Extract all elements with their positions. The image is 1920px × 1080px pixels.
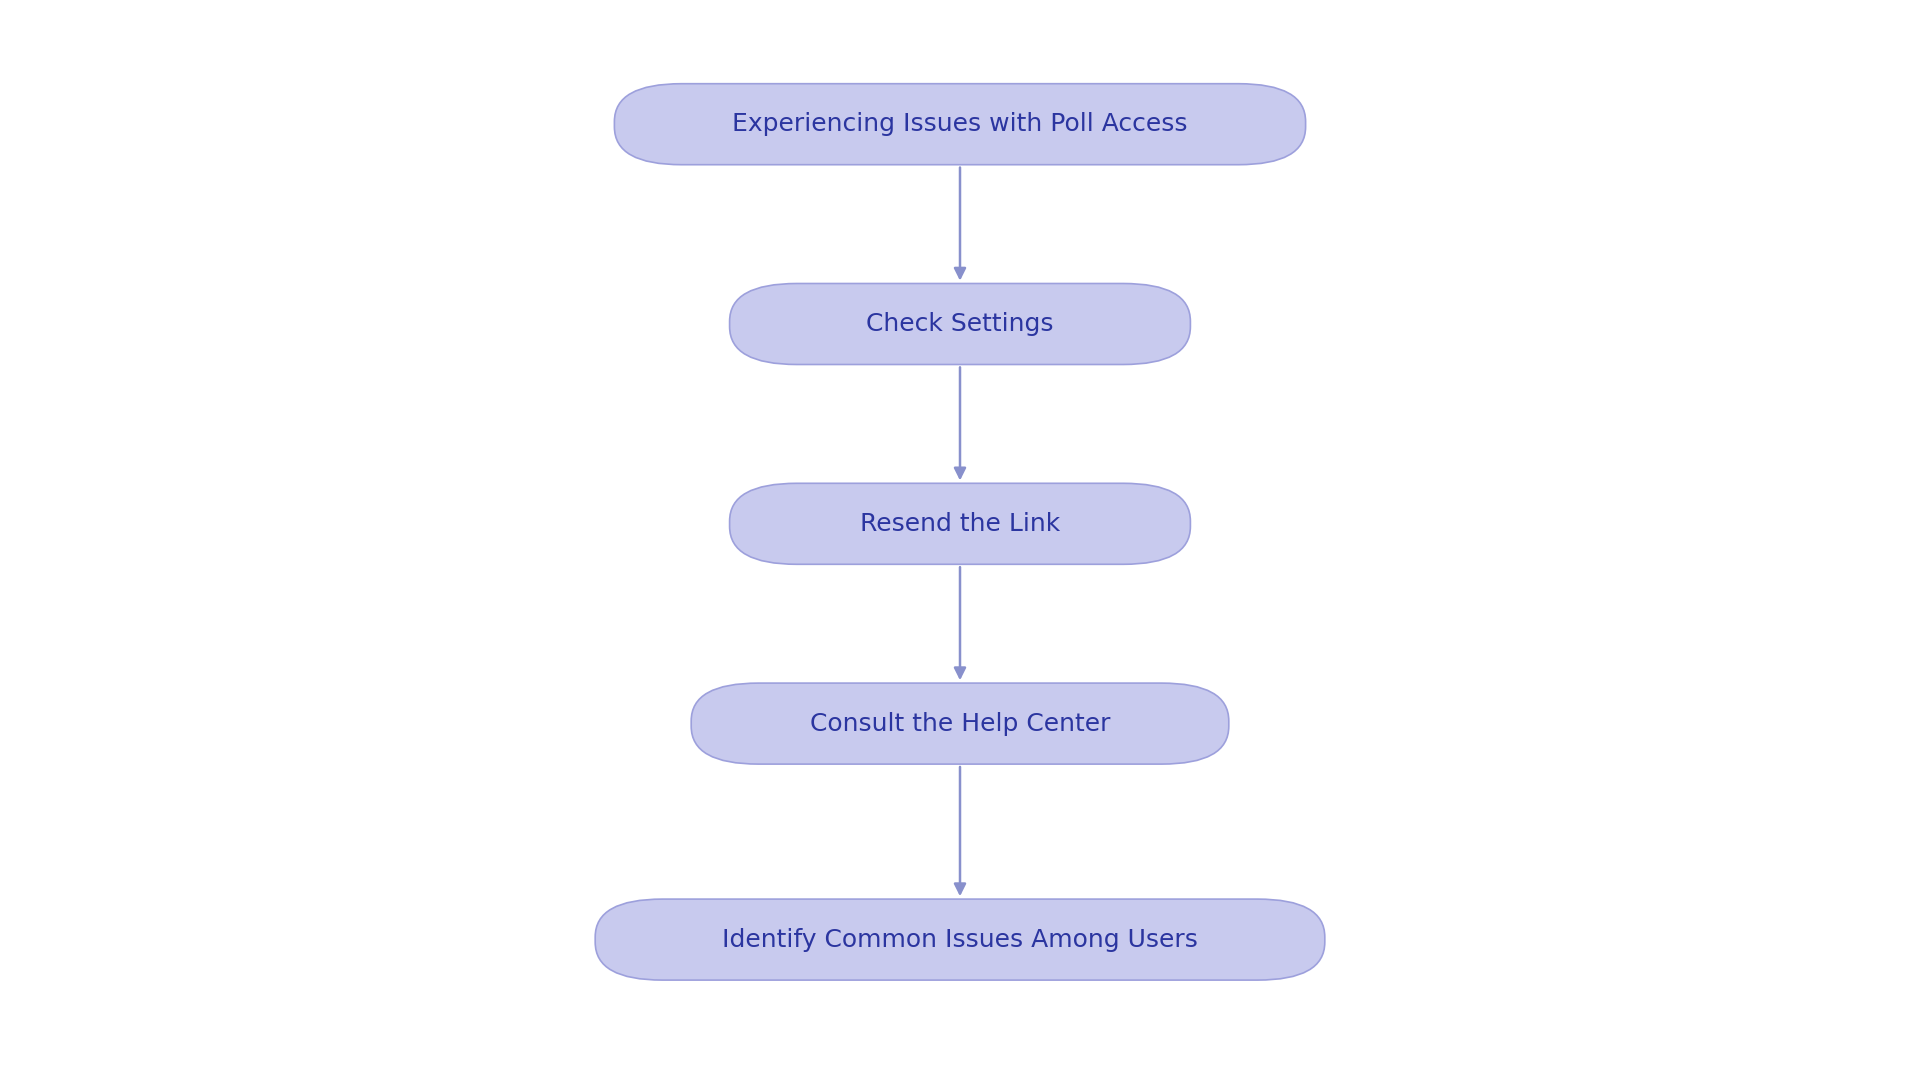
FancyBboxPatch shape — [730, 284, 1190, 365]
Text: Identify Common Issues Among Users: Identify Common Issues Among Users — [722, 928, 1198, 951]
Text: Consult the Help Center: Consult the Help Center — [810, 712, 1110, 735]
Text: Check Settings: Check Settings — [866, 312, 1054, 336]
FancyBboxPatch shape — [614, 84, 1306, 164]
Text: Experiencing Issues with Poll Access: Experiencing Issues with Poll Access — [732, 112, 1188, 136]
Text: Resend the Link: Resend the Link — [860, 512, 1060, 536]
FancyBboxPatch shape — [730, 483, 1190, 564]
FancyBboxPatch shape — [595, 899, 1325, 981]
FancyBboxPatch shape — [691, 683, 1229, 765]
